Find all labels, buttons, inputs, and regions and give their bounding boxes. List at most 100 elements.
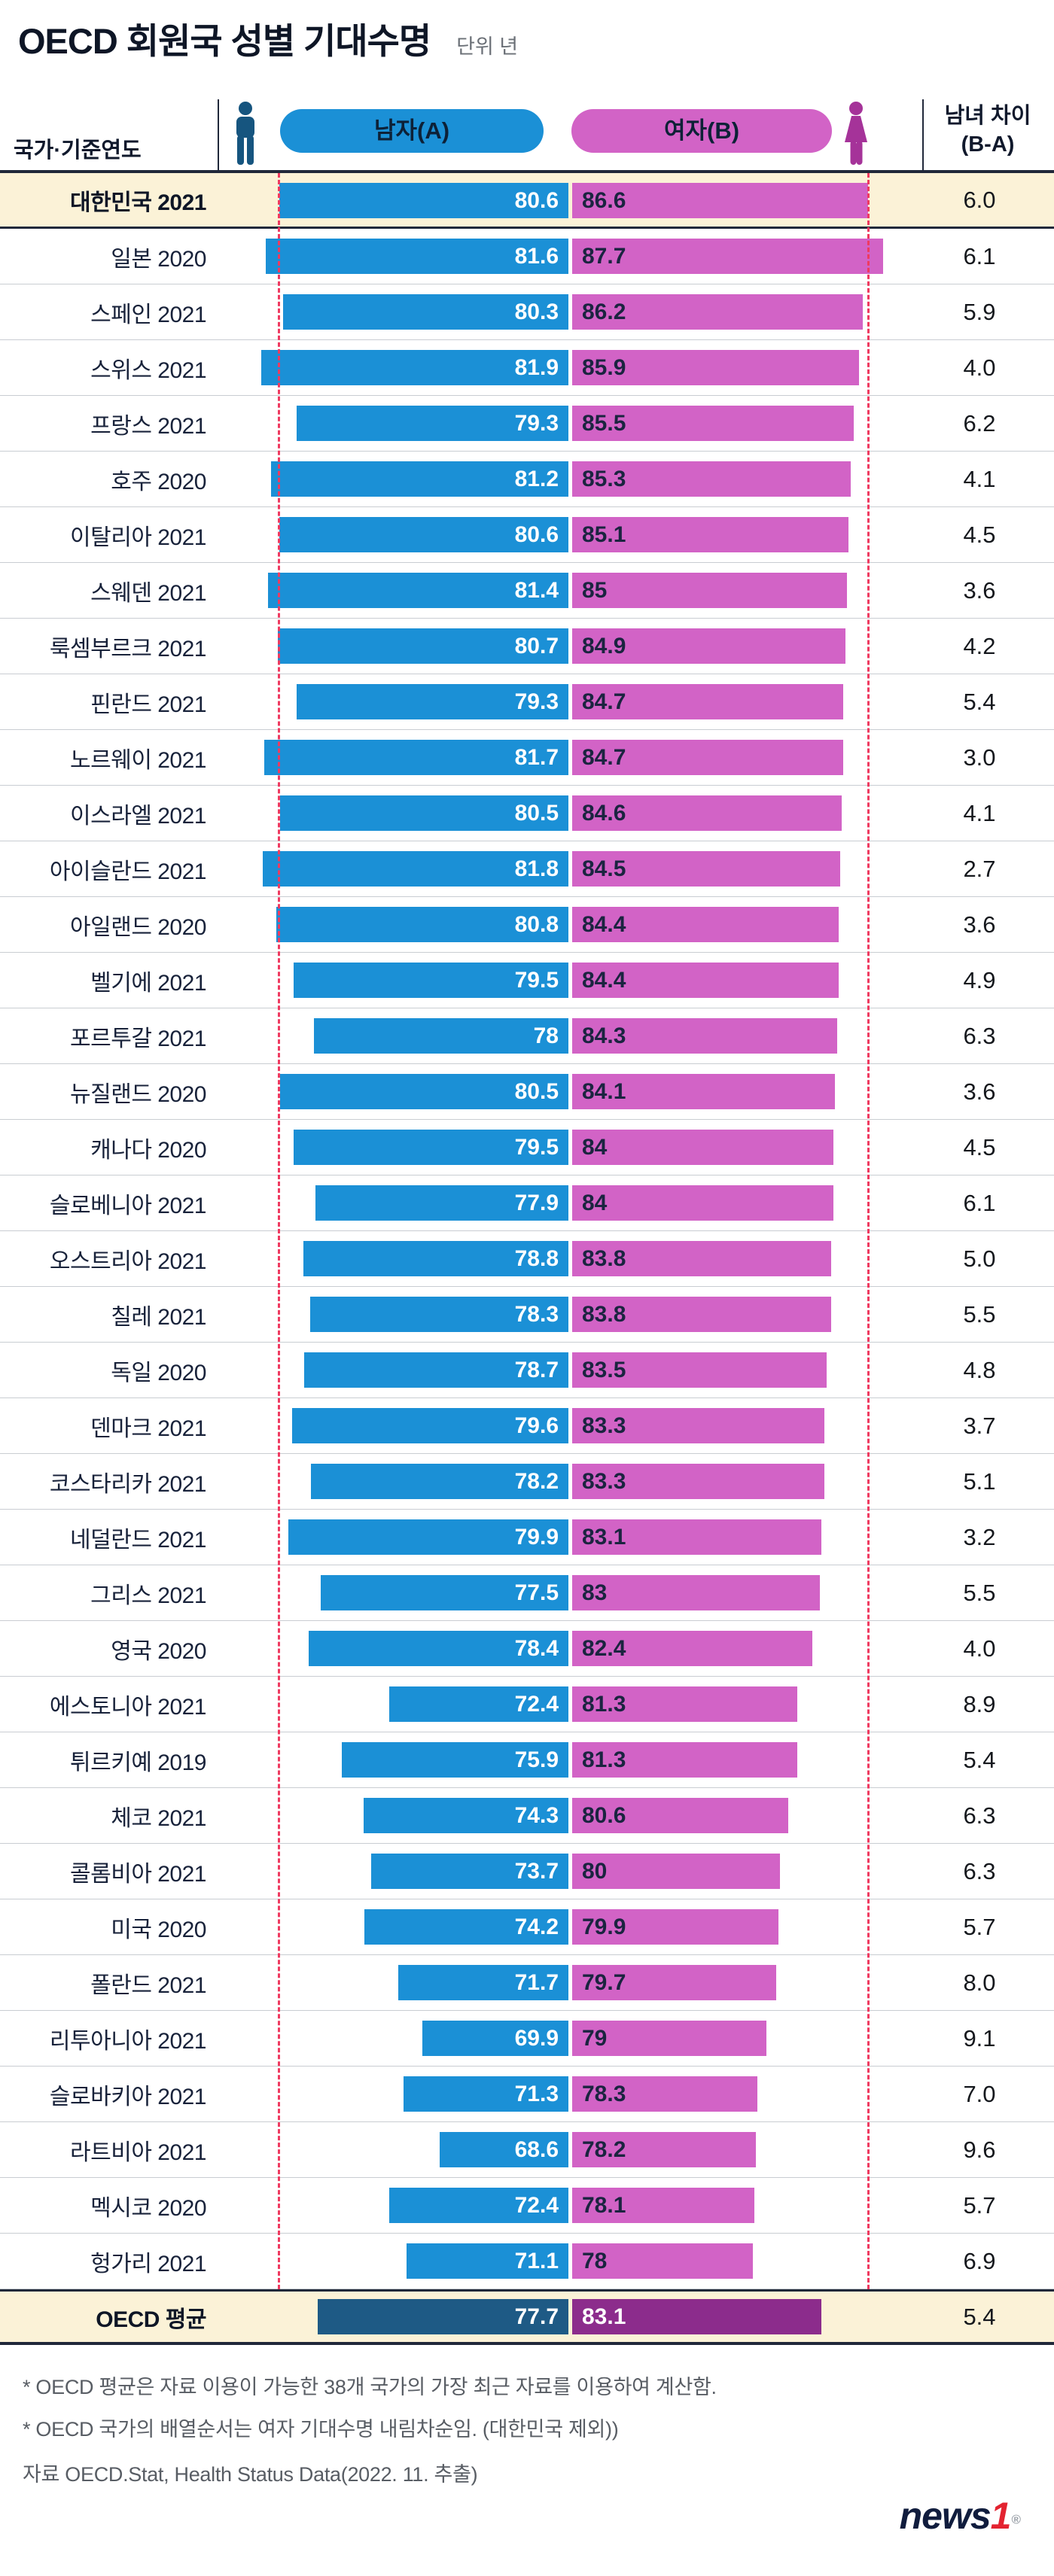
country-label: 프랑스 2021 [90, 413, 206, 439]
country-label: 룩셈부르크 2021 [49, 636, 207, 661]
male-person-icon [236, 102, 254, 165]
diff-value: 3.6 [963, 911, 996, 938]
diff-value: 3.6 [963, 1078, 996, 1105]
table-row: 프랑스 2021 79.3 85.5 6.2 [0, 396, 1054, 452]
diff-value: 5.0 [963, 1245, 996, 1272]
table-row: 멕시코 2020 72.4 78.1 5.7 [0, 2178, 1054, 2234]
country-label: 이스라엘 2021 [70, 803, 206, 829]
female-bar: 79.7 [572, 1965, 776, 2000]
male-bar: 78.4 [308, 1631, 568, 1666]
chart-rows: 대한민국 2021 80.6 86.6 6.0 일본 2020 81.6 87.… [0, 173, 1054, 2345]
female-value: 84.9 [582, 633, 626, 658]
country-label: 핀란드 2021 [90, 692, 206, 717]
female-value: 83.1 [582, 2304, 626, 2329]
table-row: 그리스 2021 77.5 83 5.5 [0, 1565, 1054, 1621]
country-label: 노르웨이 2021 [70, 747, 206, 773]
female-bar: 79 [572, 2021, 767, 2056]
country-label: 슬로베니아 2021 [49, 1193, 207, 1218]
male-bar: 80.6 [279, 183, 568, 218]
country-label: 뉴질랜드 2020 [70, 1081, 206, 1107]
country-label: 독일 2020 [111, 1360, 206, 1385]
country-label: 튀르키예 2019 [70, 1750, 206, 1775]
country-label: 스위스 2021 [90, 357, 206, 383]
male-bar: 72.4 [388, 2188, 568, 2223]
diff-value: 6.3 [963, 1802, 996, 1829]
female-bar: 83.5 [572, 1352, 827, 1388]
table-row: 헝가리 2021 71.1 78 6.9 [0, 2234, 1054, 2289]
diff-value: 4.1 [963, 465, 996, 492]
country-label: 일본 2020 [111, 246, 206, 272]
female-bar: 80 [572, 1854, 780, 1889]
country-label: 아일랜드 2020 [70, 914, 206, 940]
table-row: 스위스 2021 81.9 85.9 4.0 [0, 340, 1054, 396]
male-value: 77.7 [514, 2304, 559, 2329]
male-value: 77.9 [514, 1190, 559, 1215]
male-bar: 78.7 [304, 1352, 568, 1388]
female-value: 83.8 [582, 1301, 626, 1327]
diff-column-divider [922, 99, 924, 170]
female-bar: 81.3 [572, 1686, 797, 1722]
female-bar: 84.1 [572, 1074, 835, 1109]
table-row: 스웨덴 2021 81.4 85 3.6 [0, 563, 1054, 619]
female-bar: 83.3 [572, 1408, 824, 1443]
diff-value: 9.1 [963, 2024, 996, 2051]
diff-value: 4.5 [963, 521, 996, 548]
country-label: 아이슬란드 2021 [49, 859, 207, 884]
male-value: 79.9 [514, 1524, 559, 1550]
male-value: 78.4 [514, 1635, 559, 1661]
male-value: 69.9 [514, 2025, 559, 2051]
male-value: 71.1 [514, 2248, 559, 2273]
male-bar: 79.9 [288, 1519, 568, 1555]
female-value: 83 [582, 1580, 608, 1605]
female-value: 87.7 [582, 243, 626, 269]
table-row: 캐나다 2020 79.5 84 4.5 [0, 1120, 1054, 1175]
female-value: 81.3 [582, 1691, 626, 1717]
female-bar: 78.2 [572, 2132, 756, 2167]
diff-value: 9.6 [963, 2136, 996, 2163]
female-bar: 80.6 [572, 1798, 788, 1833]
male-bar: 81.8 [263, 851, 568, 887]
diff-value: 3.7 [963, 1412, 996, 1439]
male-value: 81.7 [514, 744, 559, 770]
diff-value: 5.4 [963, 1746, 996, 1773]
diff-value: 4.9 [963, 966, 996, 993]
table-row: 아이슬란드 2021 81.8 84.5 2.7 [0, 841, 1054, 897]
unit-label: 단위 년 [456, 35, 519, 58]
diff-value: 6.1 [963, 242, 996, 269]
male-bar: 73.7 [371, 1854, 568, 1889]
country-label: 오스트리아 2021 [49, 1248, 207, 1274]
country-label: 슬로바키아 2021 [49, 2084, 207, 2109]
female-value: 81.3 [582, 1747, 626, 1772]
male-value: 81.9 [514, 354, 559, 380]
male-bar: 79.5 [294, 963, 568, 998]
table-row: 대한민국 2021 80.6 86.6 6.0 [0, 173, 1054, 229]
female-value: 84.4 [582, 967, 626, 993]
male-bar: 81.2 [270, 461, 568, 497]
male-bar: 81.7 [264, 740, 568, 775]
female-bar: 78.1 [572, 2188, 755, 2223]
male-value: 77.5 [514, 1580, 559, 1605]
table-row: 덴마크 2021 79.6 83.3 3.7 [0, 1398, 1054, 1454]
male-bar: 69.9 [422, 2021, 568, 2056]
female-bar: 87.7 [572, 239, 883, 274]
female-value: 84.7 [582, 744, 626, 770]
country-label: 벨기에 2021 [90, 970, 206, 996]
footnote: * OECD 국가의 배열순서는 여자 기대수명 내림차순임. (대한민국 제외… [23, 2418, 619, 2441]
country-label: 체코 2021 [111, 1805, 206, 1831]
male-value: 81.6 [514, 243, 559, 269]
female-value: 85.3 [582, 466, 626, 491]
diff-value: 8.9 [963, 1690, 996, 1717]
country-label: 리투아니아 2021 [49, 2028, 207, 2054]
male-value: 78 [533, 1023, 559, 1048]
male-legend-pill: 남자(A) [280, 109, 544, 153]
female-value: 85.5 [582, 410, 626, 436]
logo-one-text: 1 [990, 2495, 1012, 2537]
female-value: 84 [582, 1134, 608, 1160]
table-row: 슬로베니아 2021 77.9 84 6.1 [0, 1175, 1054, 1231]
table-header: 국가·기준연도 남자(A) 여자(B) 남녀 차이 (B-A) [0, 90, 1054, 173]
male-bar: 81.4 [268, 573, 568, 608]
female-bar: 83.1 [572, 1519, 822, 1555]
female-value: 78 [582, 2248, 608, 2273]
diff-column-header: 남녀 차이 (B-A) [944, 104, 1031, 157]
male-bar: 79.3 [296, 684, 568, 719]
